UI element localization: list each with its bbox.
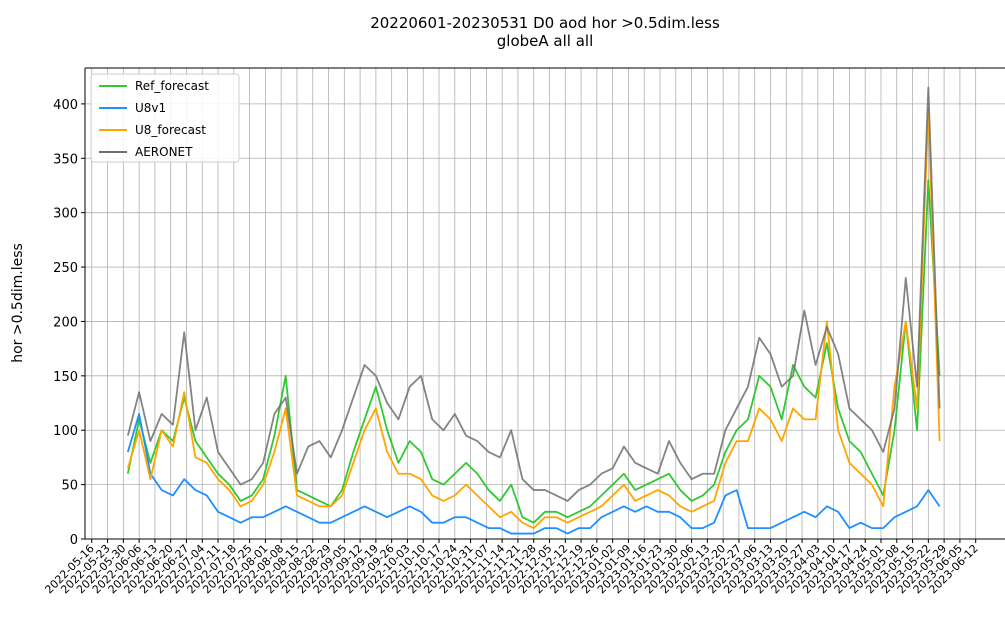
y-tick-label: 400 <box>53 98 78 113</box>
legend-label: U8_forecast <box>135 123 206 137</box>
y-axis-label: hor >0.5dim.less <box>10 243 26 363</box>
series-line <box>126 108 941 530</box>
series-line <box>126 179 941 524</box>
y-tick-label: 0 <box>70 533 78 548</box>
y-tick-label: 100 <box>53 424 78 439</box>
legend-label: AERONET <box>135 145 193 159</box>
y-tick-label: 300 <box>53 207 78 222</box>
legend-label: Ref_forecast <box>135 79 209 93</box>
y-tick-label: 350 <box>53 152 78 167</box>
series-line <box>126 413 941 535</box>
axes-frame <box>84 67 1005 540</box>
y-tick-label: 50 <box>61 479 78 494</box>
y-tick-label: 150 <box>53 370 78 385</box>
chart-subtitle: globeA all all <box>497 32 593 50</box>
legend-box <box>90 73 240 163</box>
legend-label: U8v1 <box>135 101 166 115</box>
chart-title: 20220601-20230531 D0 aod hor >0.5dim.les… <box>370 14 720 32</box>
legend: Ref_forecast U8v1 U8_forecast AERONET <box>90 73 240 163</box>
y-tick-label: 250 <box>53 261 78 276</box>
y-tick-label: 200 <box>53 315 78 330</box>
series-line <box>126 86 941 502</box>
